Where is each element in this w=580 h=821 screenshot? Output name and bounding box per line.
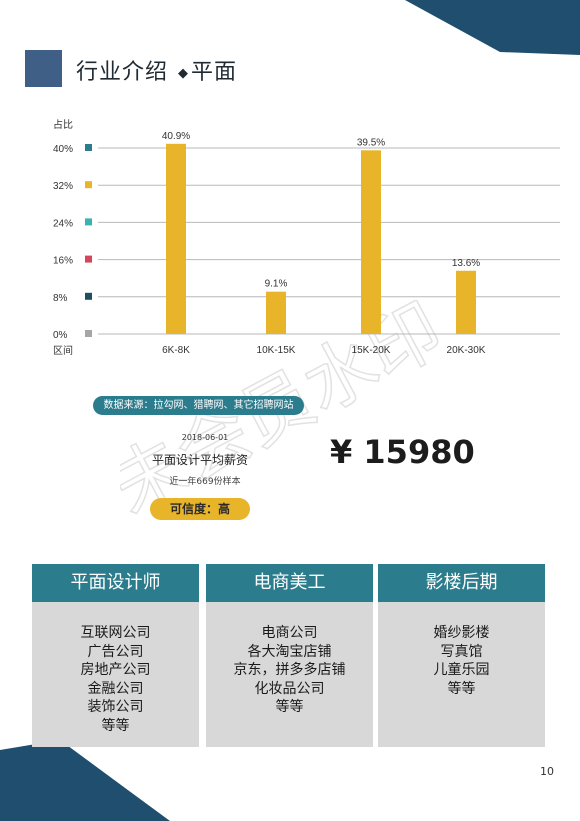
bar (266, 291, 286, 334)
y-tick-marker (85, 144, 92, 151)
y-tick-label: 40% (53, 144, 73, 155)
x-tick-label: 6K-8K (162, 345, 190, 356)
bar (456, 270, 476, 334)
card-ecommerce-artist: 电商美工 电商公司 各大淘宝店铺 京东，拼多多店铺 化妆品公司 等等 (206, 564, 373, 747)
confidence-badge: 可信度：高 (150, 498, 250, 520)
y-tick-marker (85, 218, 92, 226)
title-bullet: ◆ (178, 65, 190, 81)
salary-distribution-chart: 占比 区间 0% 8% 16% 24% 32% 40% 40.9% 6K-8K 9.1% 10K… (53, 118, 560, 357)
title-sub: 平面 (191, 60, 238, 85)
card-studio-retouching: 影楼后期 婚纱影楼 写真馆 儿童乐园 等等 (378, 564, 545, 747)
bar (166, 143, 186, 334)
title-accent-block (25, 50, 62, 87)
card-item: 装饰公司 (87, 699, 144, 715)
y-tick-label: 32% (53, 181, 73, 192)
card-item: 等等 (447, 680, 476, 697)
top-right-corner-decoration (405, 0, 580, 55)
x-tick-label: 10K-15K (257, 345, 296, 356)
chart-grid: 0% 8% 16% 24% 32% 40% (53, 144, 560, 341)
card-list: 互联网公司 广告公司 房地产公司 金融公司 装饰公司 等等 (32, 602, 199, 735)
y-tick-marker (85, 330, 92, 337)
card-item: 儿童乐园 (433, 662, 490, 678)
page-number: 10 (540, 765, 554, 778)
card-item: 化妆品公司 (254, 680, 325, 697)
chart-bars: 40.9% 6K-8K 9.1% 10K-15K 39.5% 15K-20K 13.6% 20… (162, 131, 486, 356)
y-tick-marker (85, 181, 92, 189)
card-item: 各大淘宝店铺 (247, 643, 332, 660)
bottom-left-corner-decoration (0, 740, 170, 821)
card-title: 电商美工 (206, 564, 373, 602)
sample-size-note: 近一年669份样本 (169, 477, 241, 487)
card-title: 平面设计师 (32, 564, 199, 602)
card-item: 等等 (275, 699, 304, 715)
card-list: 电商公司 各大淘宝店铺 京东，拼多多店铺 化妆品公司 等等 (206, 602, 373, 717)
card-title: 影楼后期 (378, 564, 545, 602)
y-tick-label: 16% (53, 256, 73, 267)
card-item: 广告公司 (87, 643, 144, 660)
y-tick-marker (85, 292, 92, 300)
y-tick-label: 24% (53, 218, 73, 229)
card-item: 等等 (101, 717, 130, 734)
card-graphic-designer: 平面设计师 互联网公司 广告公司 房地产公司 金融公司 装饰公司 等等 (32, 564, 199, 747)
bar-value-label: 40.9% (162, 131, 190, 142)
x-axis-label: 区间 (53, 344, 73, 357)
salary-label: 平面设计平均薪资 (151, 453, 248, 467)
x-tick-label: 20K-30K (447, 345, 486, 356)
y-tick-label: 0% (53, 330, 68, 341)
card-item: 互联网公司 (80, 625, 151, 641)
x-tick-label: 15K-20K (352, 345, 391, 356)
y-axis-label: 占比 (53, 118, 73, 131)
bar (361, 150, 381, 334)
y-tick-marker (85, 255, 92, 263)
salary-date: 2018-06-01 (181, 433, 229, 442)
card-item: 京东，拼多多店铺 (233, 662, 346, 678)
card-item: 写真馆 (440, 643, 483, 660)
title-main: 行业介绍 (76, 60, 169, 85)
bar-value-label: 13.6% (452, 258, 480, 269)
card-item: 房地产公司 (80, 662, 151, 678)
card-item: 金融公司 (87, 680, 144, 697)
page-title: 行业介绍 ◆平面 (76, 54, 237, 86)
y-tick-label: 8% (53, 293, 68, 304)
card-item: 电商公司 (261, 625, 318, 641)
average-salary-value: ¥ 15980 (330, 433, 475, 471)
bar-value-label: 9.1% (265, 279, 288, 290)
card-list: 婚纱影楼 写真馆 儿童乐园 等等 (378, 602, 545, 698)
card-item: 婚纱影楼 (433, 625, 490, 641)
bar-value-label: 39.5% (357, 137, 385, 148)
data-source-badge: 数据来源：拉勾网、猎聘网、其它招聘网站 (93, 396, 304, 415)
